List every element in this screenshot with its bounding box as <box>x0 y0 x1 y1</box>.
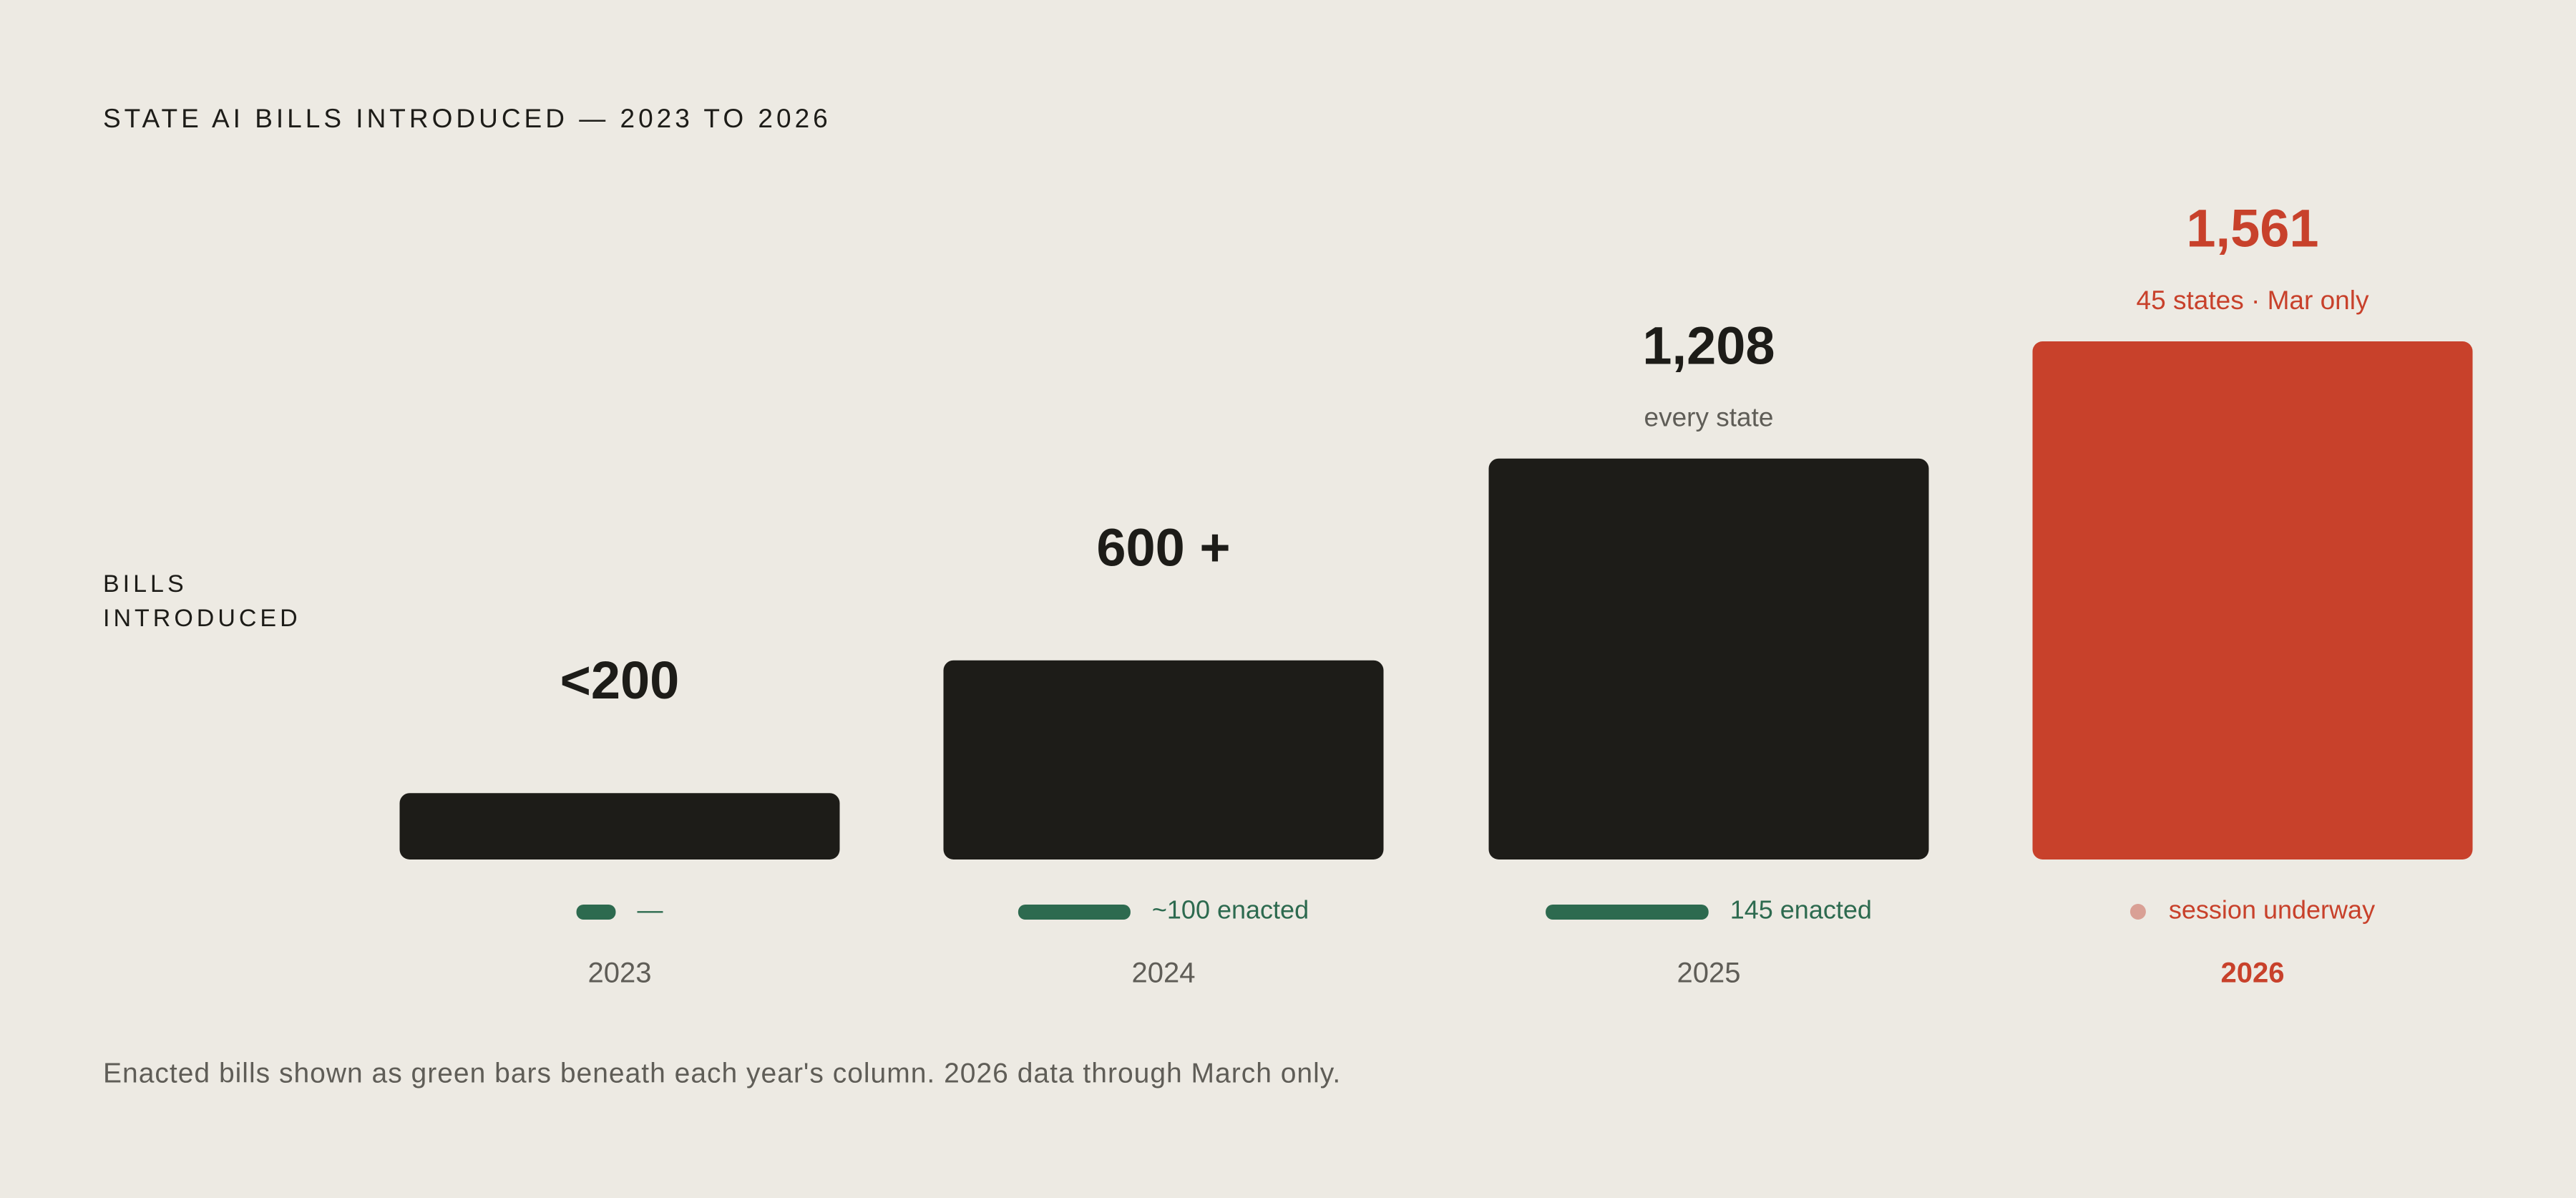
bar <box>2032 341 2473 859</box>
enacted-bar <box>1546 905 1709 920</box>
enacted-label: 145 enacted <box>1730 895 1872 925</box>
enacted-bar <box>576 905 616 920</box>
bar-note: every state <box>1644 403 1774 432</box>
y-axis-label: BILLS INTRODUCED <box>103 570 301 632</box>
enacted-label: ~100 enacted <box>1152 895 1309 925</box>
bar <box>1488 458 1929 859</box>
pending-dot <box>2129 904 2146 920</box>
value-label: 600 + <box>1096 517 1230 577</box>
value-label: 1,561 <box>2186 199 2318 258</box>
bar-note: 45 states · Mar only <box>2137 286 2369 315</box>
chart-title: STATE AI BILLS INTRODUCED — 2023 TO 2026 <box>103 104 831 133</box>
bar <box>399 793 840 859</box>
value-label: <200 <box>560 651 680 710</box>
footnote: Enacted bills shown as green bars beneat… <box>103 1058 1341 1089</box>
enacted-label: — <box>637 895 663 925</box>
x-tick-label: 2023 <box>588 958 652 989</box>
x-tick-label: 2024 <box>1132 958 1196 989</box>
enacted-label: session underway <box>2169 895 2375 925</box>
bar <box>943 660 1384 859</box>
x-tick-label: 2025 <box>1677 958 1741 989</box>
x-tick-label: 2026 <box>2221 958 2285 989</box>
enacted-bar <box>1018 905 1131 920</box>
value-label: 1,208 <box>1642 316 1775 375</box>
